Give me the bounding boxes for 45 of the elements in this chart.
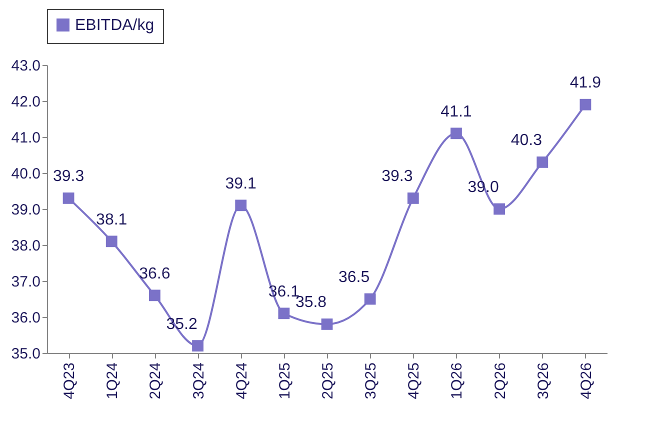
point: [407, 192, 419, 204]
data-label: 39.1: [225, 175, 257, 192]
point: [536, 156, 548, 168]
x-tick-label: 4Q24: [233, 362, 250, 400]
y-tick-label: 36.0: [11, 310, 40, 326]
data-label: 40.3: [510, 132, 542, 150]
point: [192, 340, 204, 352]
x-tick-label: 2Q25: [320, 362, 336, 400]
x-tick-label: 1Q26: [448, 362, 466, 400]
data-label: 41.1: [440, 103, 472, 120]
data-label: 36.6: [139, 265, 170, 282]
x-tick-label: 3Q24: [190, 362, 208, 400]
x-tick-label: 1Q24: [104, 362, 122, 400]
data-label: 38.1: [96, 211, 128, 228]
x-tick-label: 3Q26: [534, 362, 552, 400]
point: [450, 128, 462, 140]
data-label: 39.3: [52, 168, 84, 186]
point: [580, 98, 592, 110]
x-tick-label: 3Q25: [362, 362, 380, 400]
data-label: 39.3: [382, 168, 413, 186]
point: [321, 318, 333, 330]
point: [235, 200, 247, 212]
y-tick-label: 38.0: [11, 238, 40, 254]
x-tick-label: 2Q24: [147, 362, 164, 400]
x-tick-label: 2Q26: [492, 362, 509, 400]
data-label: 36.5: [338, 269, 370, 286]
x-tick-label: 4Q23: [61, 362, 78, 400]
y-tick-label: 39.0: [11, 202, 40, 218]
y-tick-label: 42.0: [11, 94, 40, 110]
point: [62, 192, 74, 204]
x-tick-label: 4Q26: [578, 362, 595, 400]
point: [278, 308, 290, 320]
data-label: 41.9: [570, 74, 602, 92]
point: [106, 236, 118, 248]
y-tick-label: 35.0: [11, 346, 40, 362]
point: [494, 203, 506, 215]
x-tick-label: 4Q25: [406, 362, 423, 400]
point: [148, 290, 160, 302]
point: [364, 293, 376, 305]
y-tick-label: 41.0: [11, 130, 40, 146]
y-tick-label: 43.0: [11, 58, 40, 74]
x-tick-label: 1Q25: [276, 362, 294, 400]
y-tick-label: 40.0: [11, 166, 40, 182]
legend-label: EBITDA/kg: [75, 17, 154, 34]
y-tick-label: 37.0: [11, 274, 40, 290]
